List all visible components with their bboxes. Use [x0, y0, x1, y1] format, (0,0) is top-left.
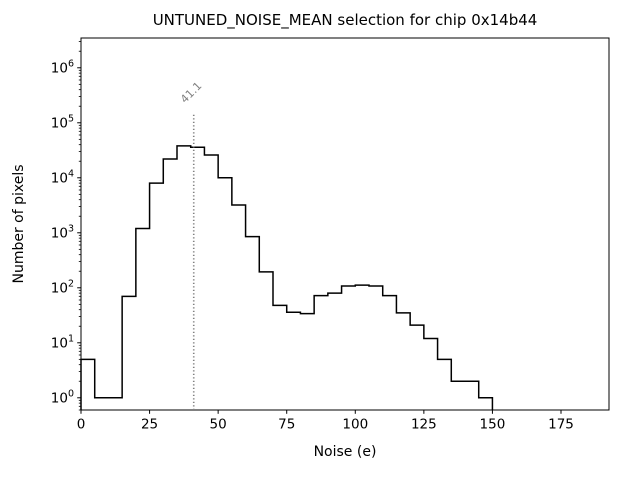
y-tick-label: 101: [51, 333, 74, 351]
x-tick-label: 0: [77, 417, 86, 433]
histogram-line: [80, 145, 494, 410]
x-tick-label: 125: [411, 417, 437, 433]
mean-annotation: 41.1: [178, 79, 205, 106]
y-tick-label: 100: [51, 388, 74, 406]
y-tick-label: 106: [51, 58, 74, 76]
mean-value-label: 41.1: [178, 79, 205, 106]
y-tick-label: 105: [51, 113, 74, 131]
x-tick-label: 100: [342, 417, 368, 433]
x-axis-label: Noise (e): [313, 444, 377, 460]
x-tick-label: 175: [548, 417, 574, 433]
x-tick-label: 25: [141, 417, 158, 433]
x-axis-ticks: 0 25 50 75 100 125 150 175: [77, 410, 574, 433]
y-tick-label: 104: [51, 168, 74, 186]
x-tick-label: 50: [210, 417, 227, 433]
x-tick-label: 150: [480, 417, 506, 433]
x-tick-label: 75: [278, 417, 295, 433]
axes-spines: [80, 37, 610, 411]
y-axis-ticks: 100 101 102 103 104 105 106: [51, 58, 81, 406]
y-tick-label: 102: [51, 278, 74, 296]
chart-title: UNTUNED_NOISE_MEAN selection for chip 0x…: [152, 11, 538, 29]
y-tick-label: 103: [51, 223, 74, 241]
